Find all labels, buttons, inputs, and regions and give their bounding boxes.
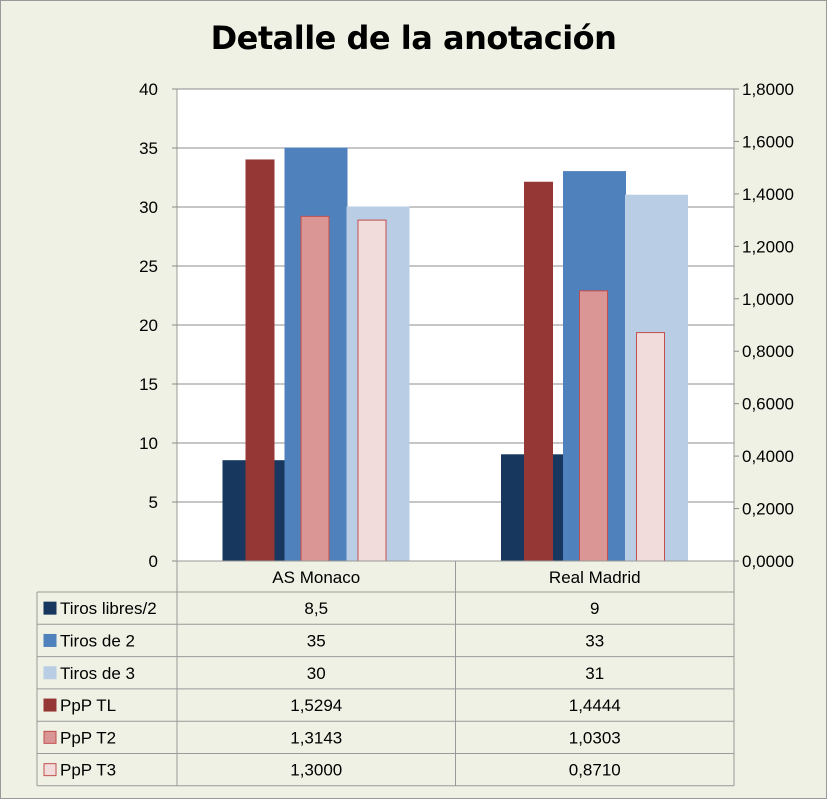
- legend-key: [43, 763, 57, 777]
- bar-ppp-t3: [636, 332, 665, 562]
- y-left-tick-label: 20: [139, 316, 158, 335]
- y-right-tick-label: 1,4000: [742, 185, 794, 204]
- chart-title: Detalle de la anotación: [210, 19, 617, 57]
- bar-ppp-t3: [357, 219, 387, 562]
- y-right-tick-label: 1,6000: [742, 132, 794, 151]
- table-value: 1,3143: [290, 728, 342, 747]
- y-right-tick-label: 0,8000: [742, 342, 794, 361]
- legend-key: [43, 730, 57, 744]
- legend-label: Tiros de 3: [60, 664, 135, 683]
- y-right-tick-label: 0,0000: [742, 552, 794, 571]
- table-value: 8,5: [304, 599, 328, 618]
- y-right-tick-label: 1,0000: [742, 290, 794, 309]
- table-value: 1,3000: [290, 761, 342, 780]
- y-left-tick-label: 10: [139, 434, 158, 453]
- y-right-tick-label: 0,4000: [742, 447, 794, 466]
- legend-label: Tiros de 2: [60, 631, 135, 650]
- y-right-tick-label: 0,2000: [742, 500, 794, 519]
- table-value: 35: [307, 631, 326, 650]
- table-value: 0,8710: [569, 761, 621, 780]
- table-value: 1,5294: [290, 696, 342, 715]
- legend-label: PpP TL: [60, 696, 116, 715]
- table-value: 30: [307, 664, 326, 683]
- table-value: 1,4444: [569, 696, 621, 715]
- legend-label: PpP T2: [60, 728, 116, 747]
- legend-key: [43, 601, 57, 615]
- legend-label: PpP T3: [60, 761, 116, 780]
- table-value: 31: [585, 664, 604, 683]
- bar-ppp-t2: [300, 215, 330, 562]
- legend-key: [43, 698, 57, 712]
- y-left-tick-label: 15: [139, 375, 158, 394]
- y-left-tick-label: 30: [139, 198, 158, 217]
- bar-ppp-tl: [524, 181, 553, 562]
- y-left-tick-label: 35: [139, 139, 158, 158]
- legend-key: [43, 633, 57, 647]
- category-label: AS Monaco: [272, 568, 360, 587]
- y-left-tick-label: 25: [139, 257, 158, 276]
- table-value: 1,0303: [569, 728, 621, 747]
- y-left-tick-label: 5: [149, 493, 158, 512]
- category-label: Real Madrid: [549, 568, 641, 587]
- y-left-tick-label: 40: [139, 80, 158, 99]
- y-right-tick-label: 1,2000: [742, 237, 794, 256]
- legend-label: Tiros libres/2: [60, 599, 157, 618]
- legend-key: [43, 666, 57, 680]
- table-value: 9: [590, 599, 599, 618]
- y-right-tick-label: 1,8000: [742, 80, 794, 99]
- bar-ppp-tl: [245, 159, 275, 562]
- y-right-tick-label: 0,6000: [742, 395, 794, 414]
- table-value: 33: [585, 631, 604, 650]
- bar-ppp-t2: [579, 290, 608, 562]
- y-left-tick-label: 0: [149, 552, 158, 571]
